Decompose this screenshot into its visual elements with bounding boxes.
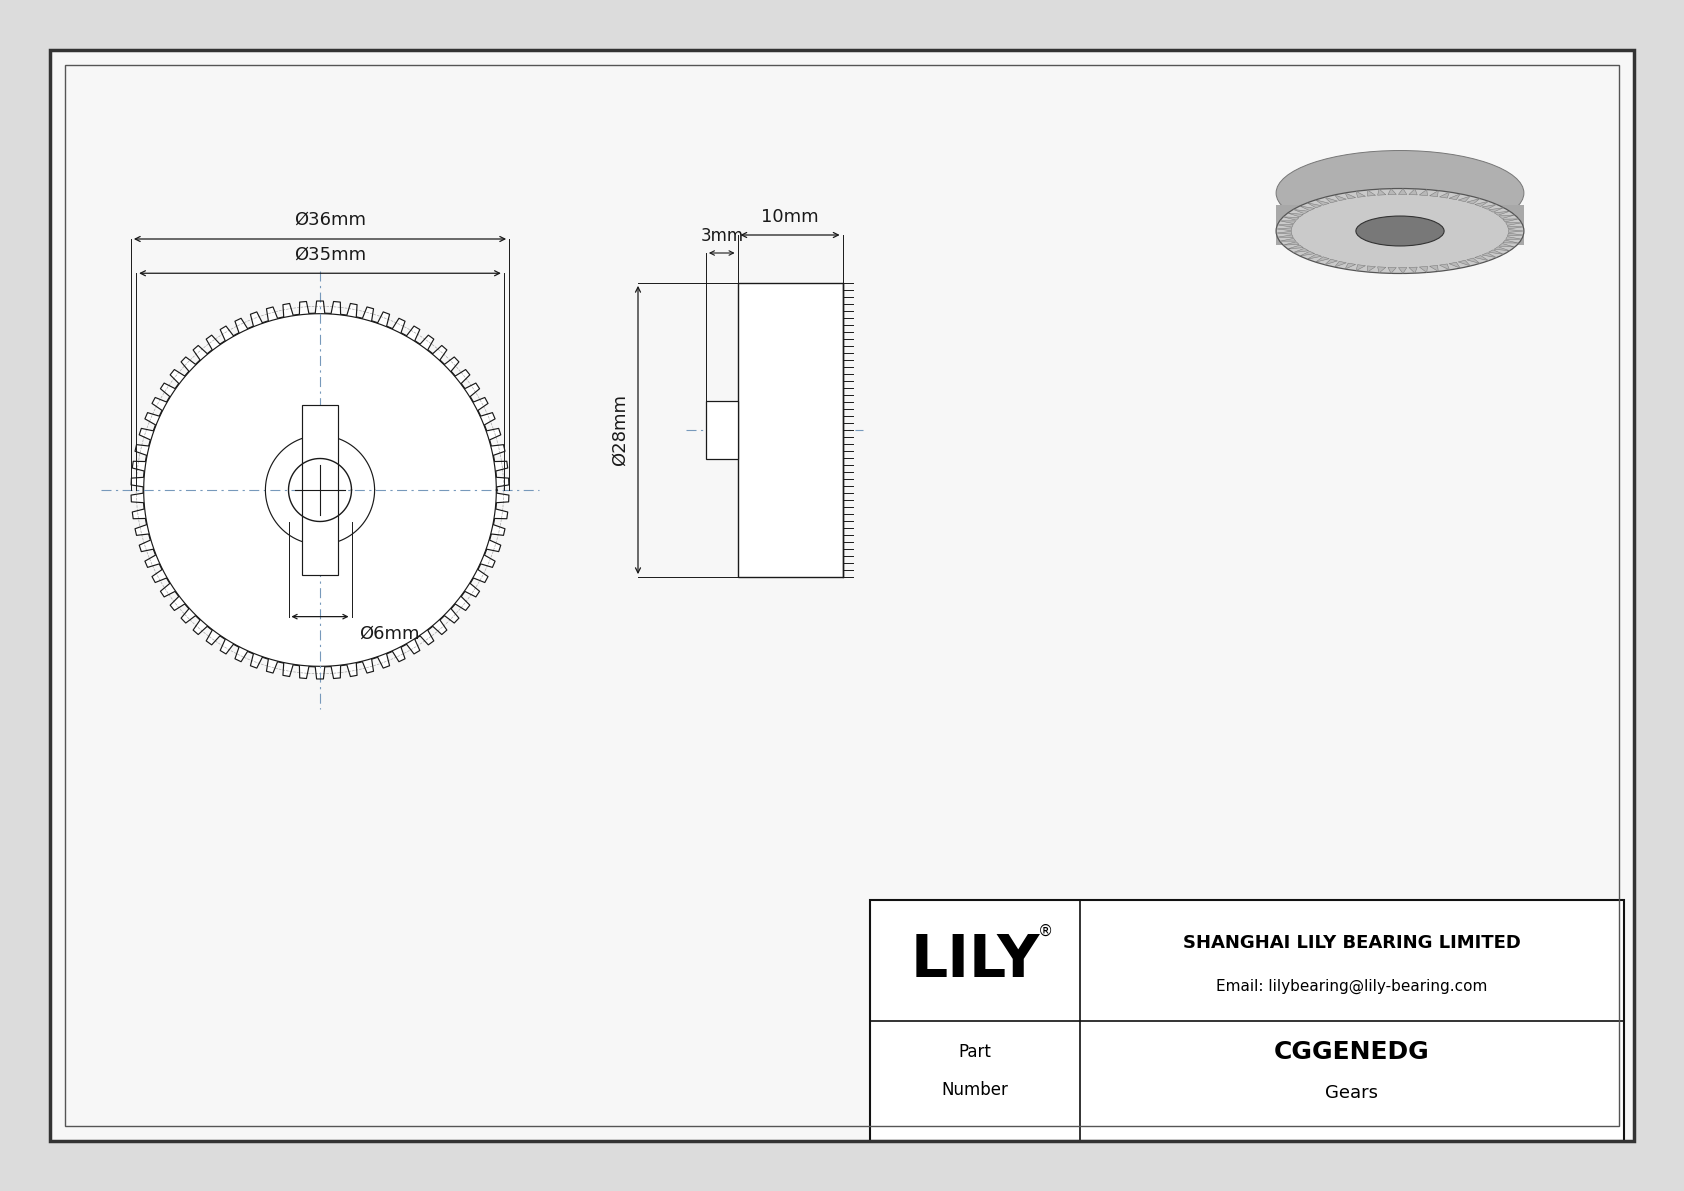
Polygon shape: [1440, 264, 1450, 270]
Polygon shape: [1475, 256, 1489, 261]
Text: LILY: LILY: [911, 931, 1039, 989]
Ellipse shape: [1276, 150, 1524, 236]
Polygon shape: [1388, 267, 1396, 274]
Polygon shape: [1335, 195, 1346, 201]
Polygon shape: [1482, 205, 1497, 210]
Bar: [706, 400, 738, 460]
Polygon shape: [1499, 243, 1514, 247]
Polygon shape: [1430, 266, 1438, 272]
Polygon shape: [1420, 267, 1428, 273]
Text: Ø6mm: Ø6mm: [359, 624, 419, 643]
Polygon shape: [1325, 198, 1337, 202]
Polygon shape: [1346, 193, 1356, 199]
Polygon shape: [1356, 192, 1366, 198]
Polygon shape: [1475, 201, 1489, 206]
Polygon shape: [1346, 263, 1356, 269]
Text: 3mm: 3mm: [701, 227, 743, 245]
Polygon shape: [1300, 206, 1315, 211]
Polygon shape: [1288, 213, 1303, 217]
Polygon shape: [1280, 220, 1295, 224]
Text: Ø35mm: Ø35mm: [295, 245, 365, 263]
Polygon shape: [1502, 219, 1519, 222]
Polygon shape: [1398, 188, 1406, 194]
Polygon shape: [1410, 189, 1418, 195]
Text: Gears: Gears: [1325, 1084, 1379, 1102]
Bar: [738, 283, 842, 576]
Polygon shape: [1276, 231, 1292, 235]
Polygon shape: [1278, 235, 1293, 238]
Polygon shape: [1494, 211, 1511, 216]
Polygon shape: [1315, 200, 1329, 205]
Polygon shape: [1489, 250, 1504, 255]
Polygon shape: [1283, 242, 1298, 245]
Text: CGGENEDG: CGGENEDG: [1275, 1040, 1430, 1064]
Polygon shape: [1325, 260, 1337, 264]
Polygon shape: [1448, 194, 1460, 200]
Polygon shape: [1300, 251, 1315, 256]
Polygon shape: [1489, 207, 1504, 212]
Polygon shape: [1458, 197, 1470, 201]
Polygon shape: [1278, 224, 1293, 227]
Polygon shape: [1505, 237, 1522, 239]
Polygon shape: [1398, 268, 1406, 274]
Text: Number: Number: [941, 1081, 1009, 1099]
Bar: [301, 405, 338, 574]
Polygon shape: [1505, 223, 1522, 225]
Polygon shape: [1499, 216, 1514, 218]
Ellipse shape: [1276, 188, 1524, 274]
Polygon shape: [1482, 252, 1497, 257]
Polygon shape: [1280, 238, 1295, 241]
Polygon shape: [1430, 191, 1438, 197]
Polygon shape: [131, 301, 509, 679]
Text: 10mm: 10mm: [761, 208, 818, 226]
Text: ®: ®: [1037, 924, 1052, 939]
Polygon shape: [1509, 230, 1524, 232]
Polygon shape: [1356, 264, 1366, 270]
Polygon shape: [1458, 261, 1470, 266]
Polygon shape: [1420, 189, 1428, 195]
Polygon shape: [1410, 267, 1418, 273]
Polygon shape: [1315, 257, 1329, 262]
Polygon shape: [1276, 205, 1524, 245]
Polygon shape: [1288, 245, 1303, 249]
Polygon shape: [1388, 188, 1396, 194]
Polygon shape: [1467, 199, 1480, 204]
Text: SHANGHAI LILY BEARING LIMITED: SHANGHAI LILY BEARING LIMITED: [1184, 935, 1521, 953]
Polygon shape: [1448, 262, 1460, 268]
Polygon shape: [1293, 210, 1308, 213]
Text: Email: lilybearing@lily-bearing.com: Email: lilybearing@lily-bearing.com: [1216, 979, 1487, 994]
Polygon shape: [1502, 241, 1519, 243]
Bar: [871, 900, 1623, 1141]
Polygon shape: [1378, 267, 1386, 273]
Polygon shape: [1467, 258, 1480, 263]
Polygon shape: [1378, 189, 1386, 195]
Polygon shape: [1494, 247, 1511, 251]
Polygon shape: [1283, 217, 1298, 220]
Polygon shape: [1293, 248, 1308, 252]
Ellipse shape: [1356, 216, 1445, 247]
Polygon shape: [1367, 191, 1376, 197]
Polygon shape: [1440, 192, 1450, 198]
Polygon shape: [1276, 227, 1292, 231]
Polygon shape: [1507, 226, 1524, 229]
Polygon shape: [1507, 233, 1524, 236]
Text: Ø28mm: Ø28mm: [611, 394, 630, 466]
Bar: [66, 66, 1618, 1125]
Polygon shape: [1335, 261, 1346, 267]
Polygon shape: [1307, 202, 1322, 207]
Polygon shape: [1367, 266, 1376, 272]
Text: Ø36mm: Ø36mm: [295, 211, 365, 229]
Polygon shape: [1307, 254, 1322, 260]
Text: Part: Part: [958, 1043, 992, 1061]
